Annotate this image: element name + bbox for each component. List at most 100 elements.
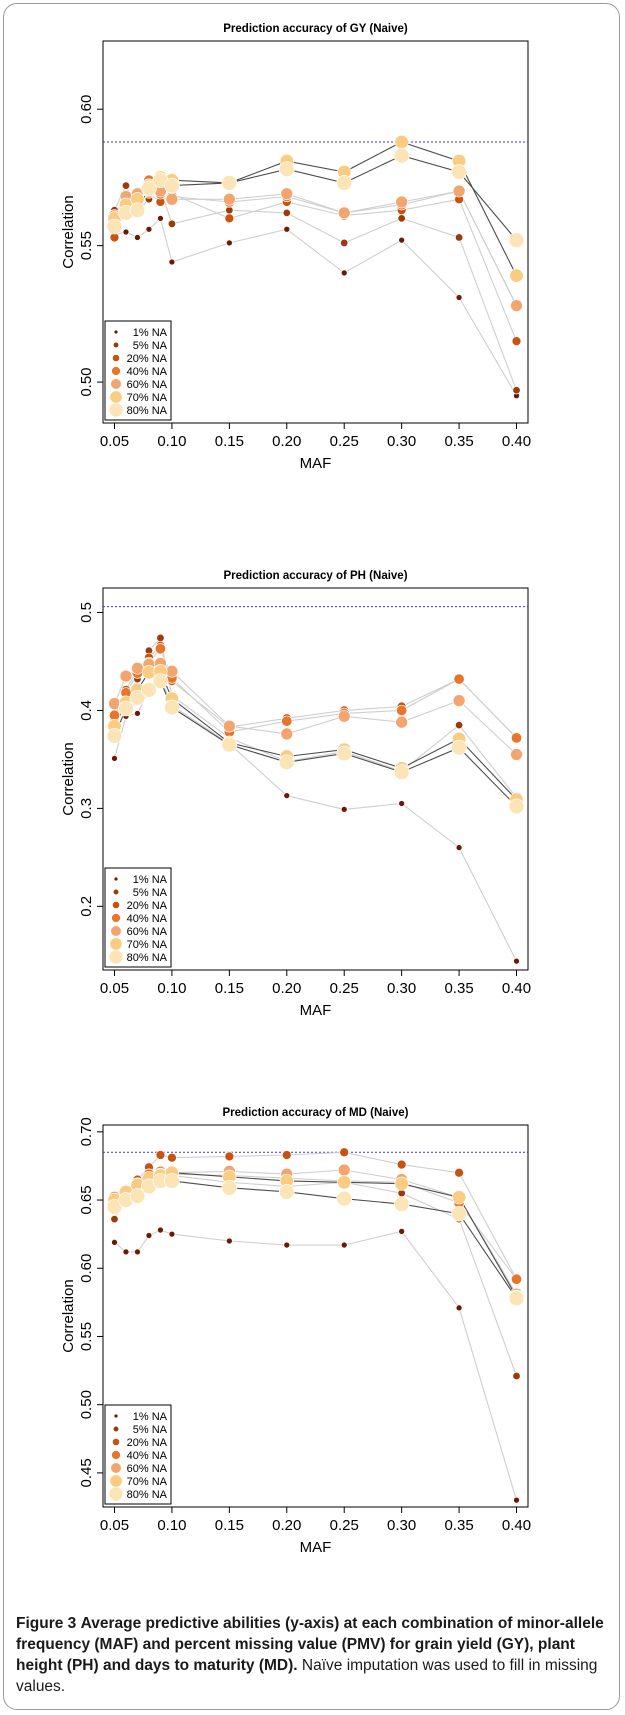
legend-label: 1% NA [133,874,168,886]
data-point [337,1163,351,1177]
x-tick-label: 0.25 [330,980,359,997]
data-point [224,213,235,224]
data-point [451,164,467,180]
y-tick-label: 0.5 [78,602,95,623]
data-point [397,214,406,223]
data-point [455,294,463,301]
x-tick-label: 0.25 [330,433,359,450]
legend-label: 20% NA [127,900,168,912]
data-point [110,1215,119,1224]
series-line [114,184,518,391]
series-line [114,1169,517,1295]
data-point [283,225,291,233]
data-point [164,177,180,194]
data-point [131,661,144,675]
data-point [280,727,294,741]
chart-gy: Prediction accuracy of GY (Naive) 0.05 0.1… [60,23,531,472]
data-point [336,175,353,191]
data-point [398,236,405,244]
x-tick-label: 0.20 [272,1517,301,1534]
data-point [129,689,146,706]
data-point [152,673,169,689]
legend-label: 5% NA [133,887,168,899]
data-point [282,208,291,217]
data-point [455,844,463,851]
data-point [340,238,349,248]
data-point [513,1496,520,1504]
data-point [278,754,295,771]
data-point [145,1232,153,1239]
chart-title: Prediction accuracy of MD (Naive) [223,1107,409,1119]
data-point [451,1190,467,1205]
data-point [508,232,525,249]
legend-label: 5% NA [133,1424,168,1436]
plot-area-frame [102,40,529,424]
data-point [165,664,179,678]
data-point [509,268,524,283]
x-tick-label: 0.35 [444,980,473,997]
data-point [221,175,238,191]
y-axis-title: Correlation [60,742,77,815]
data-point [512,386,521,395]
data-point [454,233,464,242]
legend-marker [109,403,123,417]
x-tick-label: 0.20 [272,433,301,450]
x-tick-label: 0.05 [100,433,129,450]
legend-marker [111,913,121,923]
data-point [111,1238,118,1246]
legend-marker [113,889,119,895]
data-point [134,1248,141,1256]
data-point [278,161,295,178]
legend-marker [114,1414,118,1418]
caption-label: Figure 3 [16,1615,77,1632]
legend-label: 70% NA [127,392,168,404]
data-point [119,669,133,683]
data-point [395,195,408,209]
data-point [453,673,465,685]
data-point [155,1150,166,1160]
data-point [134,234,141,241]
data-point [145,225,153,233]
y-tick-label: 0.55 [78,231,95,260]
legend-label: 80% NA [127,405,168,417]
series-line [113,193,518,342]
legend-label: 40% NA [127,366,168,378]
legend-label: 5% NA [133,340,168,352]
data-point [510,1273,523,1285]
data-point [336,745,353,762]
legend-label: 80% NA [127,952,168,964]
data-point [283,792,291,800]
data-point [157,1226,164,1234]
data-point [226,239,233,247]
data-point [337,1175,352,1190]
data-point [168,258,176,266]
legend-marker [112,1438,120,1446]
legend-marker [114,330,118,334]
data-point [122,1248,130,1256]
x-tick-label: 0.10 [157,433,186,450]
legend-marker [111,1463,121,1473]
legend-label: 60% NA [127,1463,168,1475]
x-tick-label: 0.35 [444,1517,473,1534]
chart-title: Prediction accuracy of PH (Naive) [223,570,407,582]
data-point [164,1173,180,1189]
legend-marker [112,901,120,909]
data-point [106,1199,123,1215]
x-tick-label: 0.15 [215,980,244,997]
data-point [508,1290,525,1307]
data-point [393,147,410,164]
data-point [134,710,141,717]
legend-label: 1% NA [133,1411,168,1423]
data-point [511,336,522,346]
y-tick-label: 0.55 [78,1322,95,1351]
data-point [393,1196,410,1212]
figure-caption: Figure 3 Average predictive abilities (y… [16,1613,608,1697]
legend-marker [109,1487,123,1501]
data-point [226,1237,233,1245]
data-point [455,1304,463,1312]
data-point [396,1159,407,1170]
data-point [224,1151,235,1162]
y-tick-label: 0.50 [78,367,95,396]
y-tick-label: 0.2 [78,896,95,917]
